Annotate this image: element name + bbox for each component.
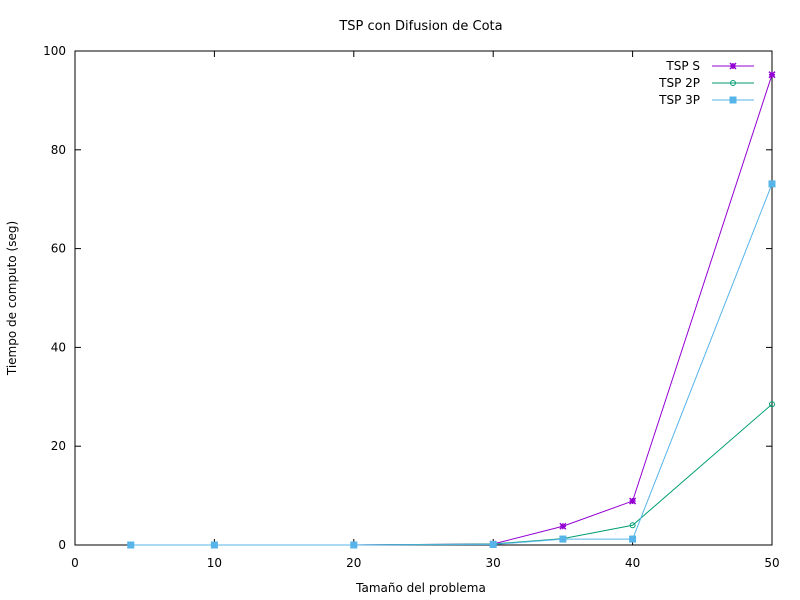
x-tick-label: 40 [625,556,640,570]
axes: 0 10 20 30 40 50 0 20 40 60 80 100 [43,44,780,570]
y-tick-label: 20 [51,439,66,453]
x-tick-label: 0 [71,556,79,570]
legend-label: TSP 3P [658,93,700,107]
data-point [729,62,737,70]
y-tick-label: 100 [43,44,66,58]
y-tick-label: 80 [51,143,66,157]
series-line [130,403,773,546]
data-point [629,522,636,529]
data-point [210,541,218,549]
series-line [130,183,773,546]
legend-label: TSP S [665,59,700,73]
y-tick-label: 40 [51,340,66,354]
series [127,180,776,549]
chart-title: TSP con Difusion de Cota [338,19,502,34]
plot-border [74,50,773,546]
plot-area [127,71,776,549]
legend: TSP S TSP 2P TSP 3P [658,59,754,107]
data-point [768,71,776,79]
series [127,71,776,549]
x-tick-label: 10 [207,556,222,570]
x-tick-label: 20 [346,556,361,570]
x-axis-label: Tamaño del problema [355,581,486,595]
data-point [350,541,358,549]
data-point [489,541,497,549]
data-point [629,497,637,505]
data-point [629,535,637,543]
y-axis-label: Tiempo de computo (seg) [5,221,19,376]
data-point [729,96,737,104]
legend-label: TSP 2P [658,76,700,90]
data-point [768,180,776,188]
data-point [559,535,567,543]
x-tick-label: 30 [486,556,501,570]
data-point [127,541,135,549]
x-tick-label: 50 [764,556,779,570]
series-line [130,74,773,546]
data-point [559,522,567,530]
y-tick-label: 60 [51,242,66,256]
data-point [730,80,736,86]
data-point [769,401,775,408]
y-tick-label: 0 [58,538,66,552]
